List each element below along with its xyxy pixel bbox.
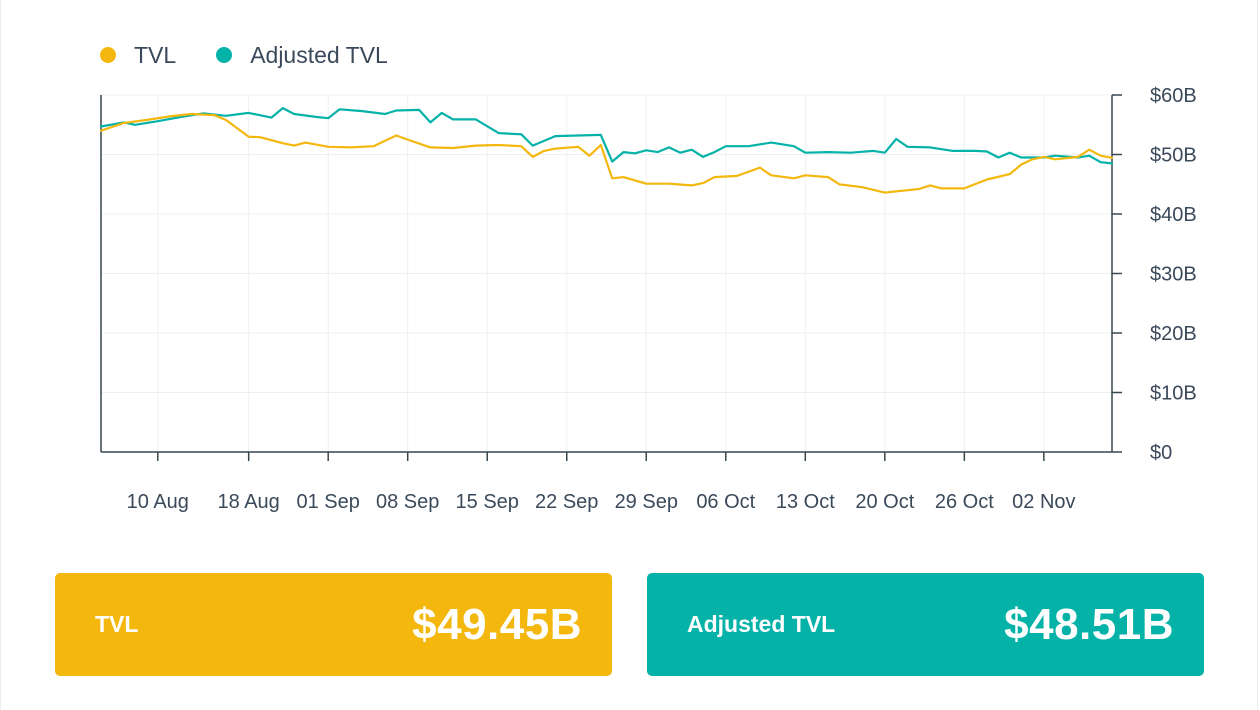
line-chart[interactable]: 10 Aug 18 Aug 01 Sep 08 Sep 15 Sep 22 Sep 29 S…	[0, 0, 1260, 540]
chart-legend: TVL Adjusted TVL	[100, 38, 388, 72]
tvl-card: TVL $49.45B	[55, 573, 612, 676]
y-tick-label: $0	[1150, 442, 1172, 464]
summary-cards: TVL $49.45B Adjusted TVL $48.51B	[55, 573, 1205, 676]
x-tick-label: 22 Sep	[535, 491, 598, 513]
x-tick-label: 20 Oct	[855, 491, 914, 513]
legend-dot-adjusted-tvl-icon	[216, 47, 233, 63]
legend-label-adjusted-tvl: Adjusted TVL	[250, 41, 388, 68]
tvl-card-label: TVL	[95, 611, 139, 637]
x-tick-label: 02 Nov	[1012, 491, 1075, 513]
legend-label-tvl: TVL	[134, 41, 177, 68]
x-tick-label: 08 Sep	[376, 491, 439, 513]
series-line-tvl	[99, 112, 1114, 194]
x-tick-label: 15 Sep	[456, 491, 519, 513]
legend-item-tvl[interactable]: TVL	[100, 42, 176, 69]
x-tick-label: 01 Sep	[296, 491, 359, 513]
y-tick-label: $20B	[1150, 323, 1197, 345]
tvl-card-value: $49.45B	[412, 599, 582, 649]
adjusted-tvl-card-label: Adjusted TVL	[687, 611, 836, 637]
series-line-adjusted-tvl	[99, 107, 1114, 165]
x-tick-label: 29 Sep	[615, 491, 678, 513]
y-tick-label: $40B	[1150, 204, 1197, 226]
legend-item-adjusted-tvl[interactable]: Adjusted TVL	[216, 42, 388, 69]
adjusted-tvl-card-value: $48.51B	[1004, 599, 1174, 649]
y-tick-label: $10B	[1150, 383, 1197, 405]
x-tick-label: 06 Oct	[696, 491, 755, 513]
x-tick-label: 18 Aug	[218, 491, 280, 513]
y-tick-label: $60B	[1150, 85, 1197, 107]
legend-dot-tvl-icon	[100, 47, 116, 63]
y-tick-label: $30B	[1150, 264, 1197, 286]
x-tick-label: 13 Oct	[776, 491, 835, 513]
x-tick-label: 10 Aug	[127, 491, 189, 513]
adjusted-tvl-card: Adjusted TVL $48.51B	[647, 573, 1204, 676]
x-tick-label: 26 Oct	[935, 491, 994, 513]
y-tick-label: $50B	[1150, 145, 1197, 167]
